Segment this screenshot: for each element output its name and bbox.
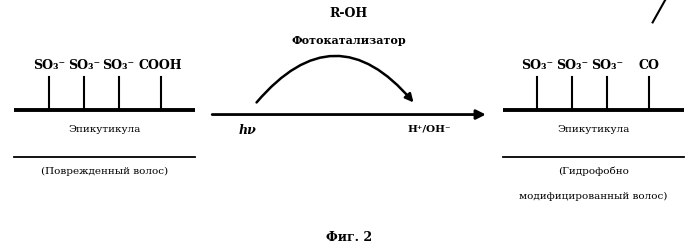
Text: Фиг. 2: Фиг. 2	[326, 231, 372, 244]
Text: SO₃⁻: SO₃⁻	[68, 59, 100, 72]
Text: H⁺/OH⁻: H⁺/OH⁻	[408, 124, 451, 133]
Text: CO: CO	[639, 59, 660, 72]
Text: R-OH: R-OH	[330, 7, 368, 20]
Text: SO₃⁻: SO₃⁻	[33, 59, 65, 72]
Text: (Гидрофобно: (Гидрофобно	[558, 167, 629, 176]
Text: (Поврежденный волос): (Поврежденный волос)	[41, 167, 168, 176]
Text: COOH: COOH	[139, 59, 182, 72]
Text: Эпикутикула: Эпикутикула	[68, 124, 141, 133]
Text: SO₃⁻: SO₃⁻	[556, 59, 588, 72]
Text: SO₃⁻: SO₃⁻	[103, 59, 135, 72]
Text: hν: hν	[239, 124, 257, 137]
Text: Эпикутикула: Эпикутикула	[557, 124, 630, 133]
Text: Фотокатализатор: Фотокатализатор	[292, 35, 406, 46]
Text: SO₃⁻: SO₃⁻	[591, 59, 623, 72]
Text: модифицированный волос): модифицированный волос)	[519, 192, 667, 201]
Text: SO₃⁻: SO₃⁻	[521, 59, 554, 72]
